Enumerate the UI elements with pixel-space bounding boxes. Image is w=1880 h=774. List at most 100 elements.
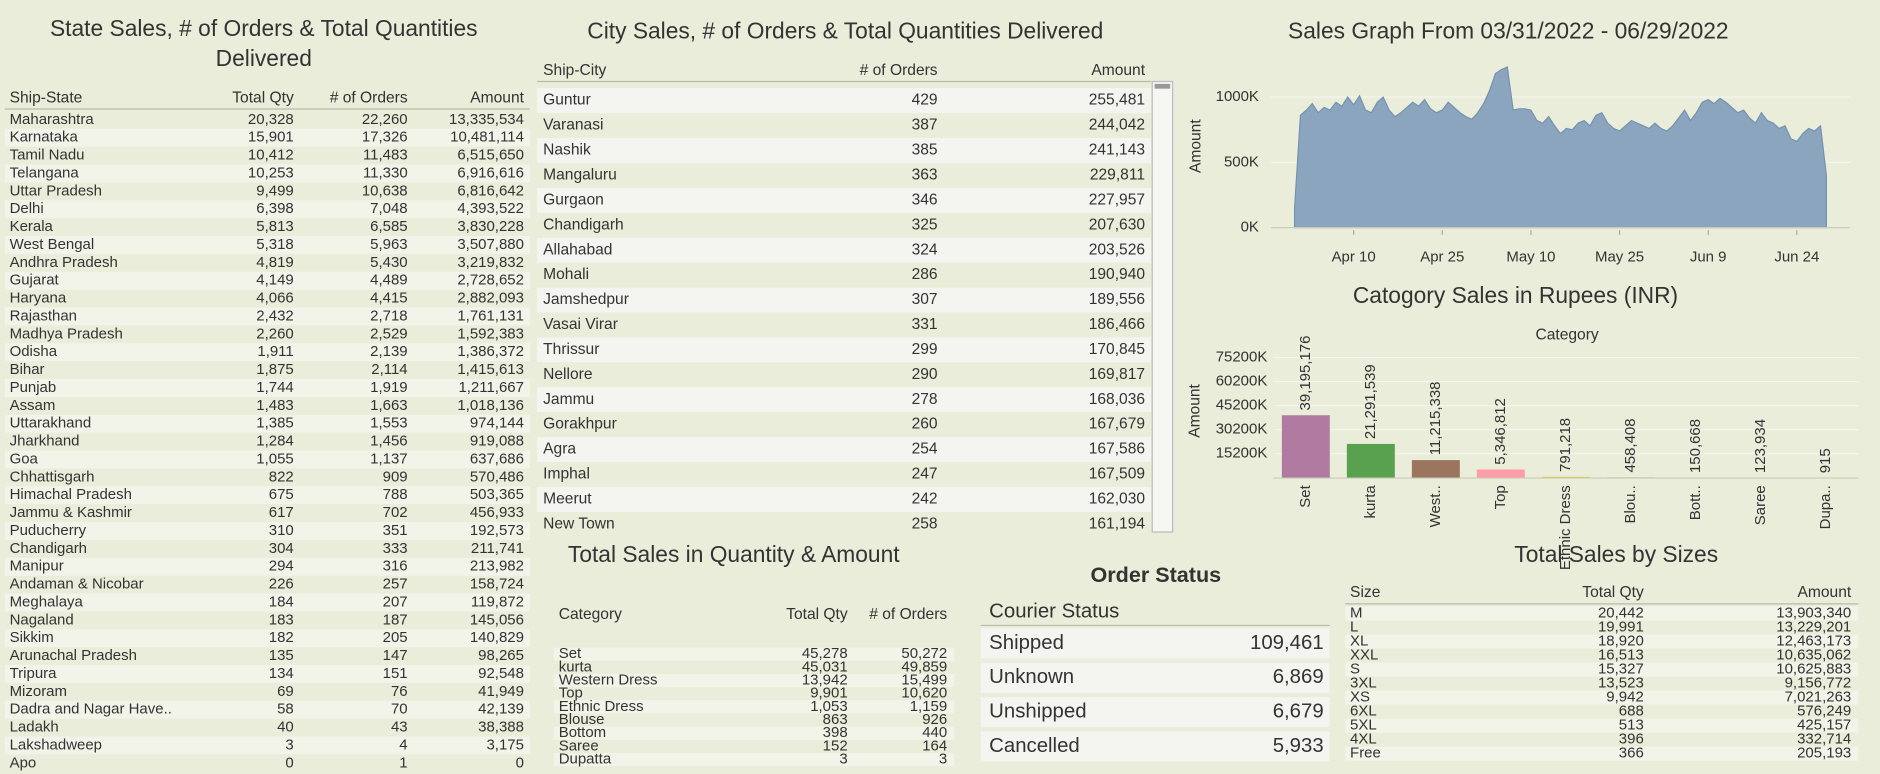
cell-value: 366 <box>1619 745 1644 762</box>
cell-value: 822 <box>269 468 294 485</box>
cell-value: 1,663 <box>370 397 407 414</box>
cell-value: 13,523 <box>1598 674 1644 691</box>
cell-value: 43 <box>391 719 408 736</box>
row-stripe <box>4 236 530 254</box>
cell-value: 70 <box>391 701 408 718</box>
cell-value: 40 <box>277 719 294 736</box>
row-stripe <box>4 164 530 183</box>
row-label: Uttarakhand <box>10 415 92 432</box>
row-label: Arunachal Pradesh <box>10 647 137 664</box>
cell-value: 152 <box>823 737 848 754</box>
row-label: Tamil Nadu <box>10 147 85 164</box>
cell-value: 158,724 <box>470 576 524 593</box>
column-header: Amount <box>1798 584 1852 601</box>
cell-value: 863 <box>823 711 848 728</box>
cell-value: 4,415 <box>370 290 407 307</box>
cell-value: 4 <box>399 736 407 753</box>
bar <box>1411 460 1460 479</box>
cell-value: 6,585 <box>370 218 407 235</box>
row-label: Saree <box>559 737 599 754</box>
cell-value: 385 <box>912 142 938 159</box>
row-label: L <box>1350 618 1358 635</box>
cell-value: 18,920 <box>1598 632 1644 649</box>
row-label: Meerut <box>543 490 592 507</box>
cell-value: 325 <box>912 216 938 233</box>
row-background <box>980 697 1330 728</box>
cell-value: 226 <box>269 576 294 593</box>
cell-value: 1,415,613 <box>457 361 524 378</box>
cell-value: 1,385 <box>256 415 293 432</box>
cell-value: 255,481 <box>1089 92 1145 109</box>
x-tick-label: Jun 24 <box>1774 249 1819 266</box>
cell-value: 170,845 <box>1089 341 1146 358</box>
chart-title: Catogory Sales in Rupees (INR) <box>1353 282 1678 308</box>
cell-value: 387 <box>912 117 938 134</box>
cell-value: 182 <box>269 629 294 646</box>
row-label: New Town <box>543 515 615 532</box>
row-label: Bottom <box>559 724 606 741</box>
row-label: Telangana <box>10 164 80 181</box>
column-header: Amount <box>1091 62 1145 79</box>
cell-value: 909 <box>383 468 408 485</box>
cell-value: 258 <box>912 515 938 532</box>
cell-value: 244,042 <box>1089 117 1145 134</box>
row-background <box>980 731 1330 762</box>
table-title: Total Sales by Sizes <box>1514 541 1718 567</box>
cell-value: 688 <box>1619 703 1644 720</box>
row-label: Manipur <box>10 558 64 575</box>
value-label: 21,291,539 <box>1362 364 1379 439</box>
cell-value: 310 <box>269 522 294 539</box>
cell-value: 2,728,652 <box>457 272 524 289</box>
x-tick-label: Bott.. <box>1687 485 1704 520</box>
cell-value: 1,386,372 <box>457 343 524 360</box>
row-stripe <box>1345 690 1859 705</box>
row-label: Blouse <box>559 711 605 728</box>
cell-value: 20,442 <box>1598 604 1644 621</box>
row-stripe <box>4 522 530 540</box>
row-label: Mangaluru <box>543 167 617 184</box>
cell-value: 702 <box>383 504 408 521</box>
cell-value: 286 <box>912 266 938 283</box>
row-label: Chandigarh <box>10 540 87 557</box>
y-tick-label: 60200K <box>1216 373 1268 390</box>
row-label: Chhattisgarh <box>10 468 95 485</box>
cell-value: 13,942 <box>802 672 848 689</box>
cell-value: 6,679 <box>1273 701 1324 723</box>
y-tick-label: 500K <box>1224 153 1259 170</box>
cell-value: 19,991 <box>1598 618 1644 635</box>
cell-value: 190,940 <box>1089 266 1146 283</box>
bar <box>1541 476 1590 479</box>
row-label: Andaman & Nicobar <box>10 576 144 593</box>
row-label: Chandigarh <box>543 216 624 233</box>
area <box>1293 66 1827 229</box>
row-stripe <box>4 307 530 326</box>
cell-value: 576,249 <box>1797 703 1851 720</box>
cell-value: 11,483 <box>363 147 408 164</box>
y-axis-label: Amount <box>1186 383 1203 437</box>
group: Guntur 429 255,481 Varanasi 387 244,042 Nashik… <box>537 88 1152 532</box>
cell-value: 675 <box>269 486 294 503</box>
x-tick-label: Top <box>1492 485 1509 509</box>
cell-value: 151 <box>383 665 408 682</box>
cell-value: 4,393,522 <box>457 200 524 217</box>
scrollbar[interactable] <box>1151 80 1174 533</box>
y-tick-label: 1000K <box>1216 88 1259 105</box>
cell-value: 6,515,650 <box>457 147 524 164</box>
row-stripe <box>4 486 530 505</box>
cell-value: 254 <box>912 441 938 458</box>
column-header: Ship-State <box>10 89 83 106</box>
cell-value: 1,284 <box>256 433 293 450</box>
column-header: Size <box>1350 584 1380 601</box>
row-label: Vasai Virar <box>543 316 618 333</box>
cell-value: 6,869 <box>1273 666 1324 688</box>
scrollbar-thumb[interactable] <box>1154 83 1171 89</box>
cell-value: 119,872 <box>471 593 524 610</box>
cell-value: 4,489 <box>370 272 407 289</box>
cell-value: 7,021,263 <box>1785 689 1852 706</box>
row-label: West Bengal <box>10 236 95 253</box>
cell-value: 919,088 <box>470 433 524 450</box>
y-tick-label: 0K <box>1241 219 1259 236</box>
row-stripe <box>553 753 955 767</box>
y-tick-label: 75200K <box>1216 349 1268 366</box>
cell-value: 257 <box>383 576 408 593</box>
